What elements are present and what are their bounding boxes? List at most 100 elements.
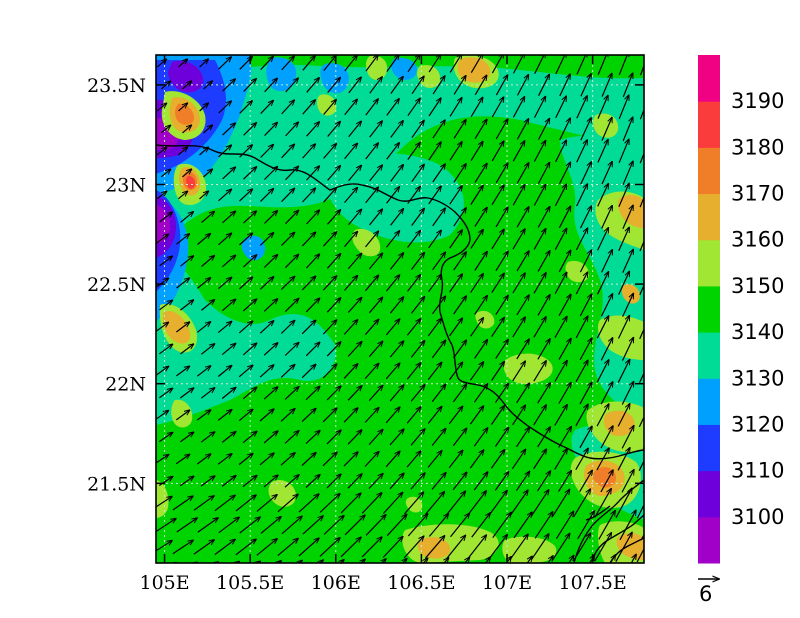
wind-vector — [449, 230, 463, 249]
wind-vector — [323, 188, 337, 203]
wind-vector — [407, 514, 427, 537]
wind-vector — [197, 278, 210, 289]
wind-vector — [618, 227, 629, 251]
wind-vector — [618, 271, 630, 295]
wind-vector — [256, 539, 277, 556]
wind-vector — [618, 183, 629, 207]
wind-vector — [512, 229, 525, 250]
wind-vector — [203, 169, 213, 178]
wind-vector — [639, 63, 644, 76]
wind-vector — [365, 55, 378, 72]
wind-vector — [260, 100, 274, 115]
colorbar-box — [698, 55, 720, 102]
wind-vector — [305, 342, 320, 357]
wind-vector — [551, 533, 570, 561]
wind-vector — [428, 274, 442, 293]
wind-vector — [389, 385, 404, 402]
wind-vector — [365, 143, 379, 160]
colorbar-label: 3130 — [731, 366, 784, 390]
wind-vector — [180, 300, 193, 311]
wind-vector — [326, 474, 341, 489]
wind-vector — [179, 432, 193, 443]
wind-vector — [368, 474, 383, 489]
wind-vector — [512, 55, 525, 74]
wind-vector — [242, 299, 256, 312]
wind-vector — [197, 234, 211, 245]
wind-vector — [495, 251, 508, 272]
wind-vector — [156, 518, 176, 533]
wind-vector — [260, 56, 274, 71]
wind-vector — [390, 253, 404, 270]
wind-vector — [470, 97, 483, 118]
wind-vector — [473, 428, 487, 447]
wind-vector — [639, 283, 644, 296]
wind-vector — [453, 76, 466, 95]
wind-vector — [558, 383, 571, 404]
wind-vector — [537, 383, 551, 404]
wind-vector — [263, 255, 277, 268]
wind-vector — [449, 142, 462, 161]
wind-vector — [365, 99, 378, 116]
wind-vector — [474, 340, 488, 359]
wind-vector — [180, 344, 193, 355]
wind-vector — [347, 386, 362, 401]
wind-vector — [537, 118, 550, 140]
wind-vector — [180, 256, 194, 267]
wind-vector — [365, 231, 379, 248]
wind-vector — [406, 451, 421, 468]
wind-vector — [179, 476, 194, 487]
wind-vector — [389, 297, 403, 314]
wind-vector — [410, 385, 425, 402]
wind-vector — [492, 512, 511, 538]
wind-vector — [161, 125, 170, 134]
wind-vector — [242, 475, 257, 488]
wind-vector — [264, 122, 278, 137]
wind-vector — [512, 185, 525, 206]
wind-vector — [513, 512, 532, 539]
wind-vector — [554, 405, 567, 426]
wind-vector — [361, 537, 382, 558]
wind-vector — [537, 251, 550, 272]
wind-vector — [369, 121, 383, 138]
wind-vector — [449, 274, 463, 293]
wind-vector — [326, 386, 341, 401]
wind-vector — [642, 445, 644, 450]
wind-vector — [600, 294, 612, 317]
wind-vector — [598, 511, 615, 540]
wind-vector — [512, 317, 525, 338]
wind-vector — [427, 407, 442, 424]
wind-vector — [530, 534, 549, 561]
border-coast-4 — [585, 505, 611, 521]
wind-vector — [411, 120, 424, 139]
wind-vector — [618, 95, 629, 120]
wind-vector — [452, 428, 466, 447]
wind-vector — [218, 57, 232, 70]
wind-vector — [218, 277, 231, 290]
wind-vector — [176, 278, 190, 289]
wind-vector — [600, 338, 612, 361]
wind-vector — [344, 187, 358, 203]
wind-vector — [601, 206, 613, 229]
wind-vector — [390, 121, 403, 138]
contour-3180-w — [186, 175, 196, 189]
wind-vector — [470, 230, 483, 249]
wind-vector — [432, 164, 445, 183]
wind-vector — [344, 515, 365, 536]
wind-vector — [537, 162, 549, 184]
wind-vector — [322, 276, 336, 291]
wind-vector — [558, 427, 572, 448]
wind-vector — [259, 409, 274, 422]
wind-vector — [277, 538, 298, 557]
wind-vector — [467, 535, 487, 560]
wind-vector — [467, 491, 487, 516]
wind-vector — [512, 405, 526, 426]
wind-vector — [218, 145, 232, 158]
wind-vector — [259, 321, 273, 334]
wind-vector — [580, 74, 591, 97]
wind-vector — [280, 365, 295, 378]
wind-vector — [638, 459, 644, 471]
wind-vector — [575, 360, 588, 383]
wind-vector — [474, 119, 487, 140]
wind-vector — [427, 318, 441, 337]
wind-vector — [260, 517, 281, 534]
